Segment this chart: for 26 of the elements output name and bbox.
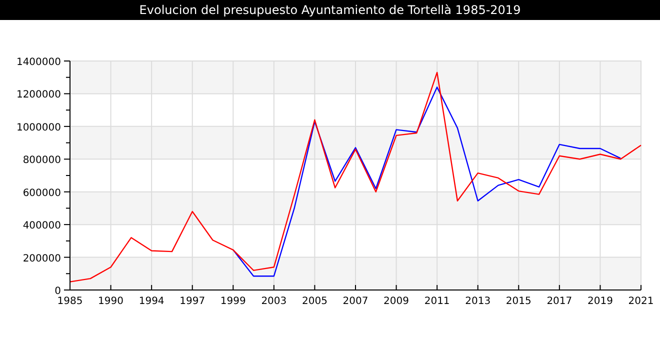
- x-tick-label: 2005: [302, 296, 328, 307]
- x-tick-label: 1999: [220, 296, 246, 307]
- y-tick-label: 800000: [22, 155, 61, 166]
- line-series: [232, 86, 622, 277]
- x-tick-label: 2009: [384, 296, 410, 307]
- x-tick-label: 2017: [546, 296, 572, 307]
- x-tick-label: 2021: [628, 296, 654, 307]
- x-tick-label: 1985: [57, 296, 83, 307]
- chart-title: Evolucion del presupuesto Ayuntamiento de Tortellà 1985-2019: [139, 3, 521, 17]
- y-tick-label: 1000000: [16, 122, 61, 134]
- x-tick-label: 2011: [424, 296, 450, 307]
- y-tick-label: 1200000: [16, 90, 61, 101]
- x-tick-label: 2015: [506, 296, 532, 307]
- x-tick-label: 1994: [138, 296, 164, 307]
- x-tick-label: 2019: [587, 296, 613, 307]
- y-tick-label: 600000: [22, 188, 61, 199]
- line-series: [69, 72, 642, 282]
- y-tick-label: 200000: [22, 253, 61, 264]
- x-tick-label: 2013: [465, 296, 491, 307]
- y-tick-label: 1400000: [16, 57, 61, 68]
- y-tick-label: 0: [54, 286, 61, 297]
- x-tick-label: 2007: [342, 296, 368, 307]
- x-tick-label: 2003: [261, 296, 287, 307]
- y-tick-label: 400000: [22, 220, 61, 232]
- x-tick-label: 1997: [180, 296, 206, 307]
- x-tick-label: 1990: [98, 296, 124, 307]
